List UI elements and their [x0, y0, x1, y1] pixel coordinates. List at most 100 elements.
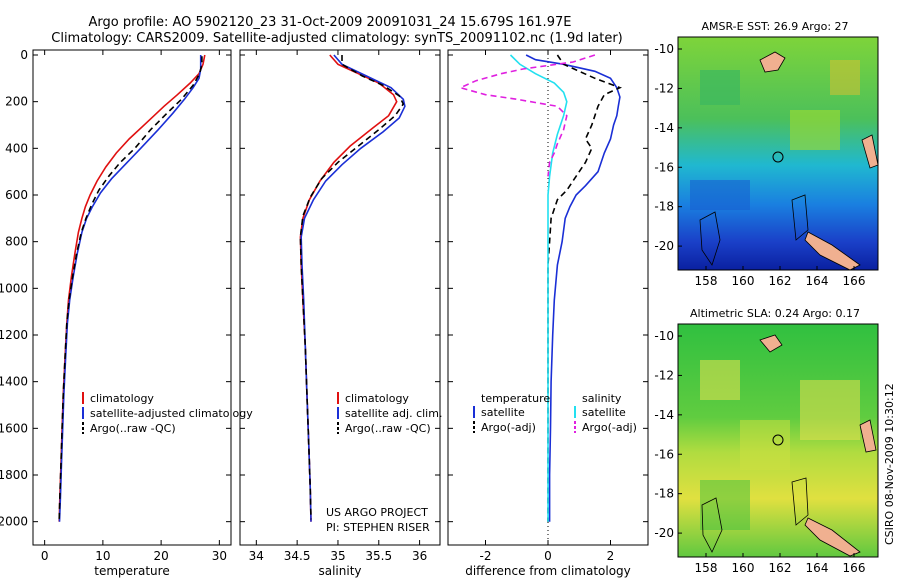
x-tick-label: -2 [480, 549, 492, 563]
map-x-tick-label: 158 [695, 274, 718, 288]
legend-label-sal-argo: Argo(-adj) [582, 421, 637, 434]
series-line-temperature-satellite [525, 54, 621, 522]
x-tick-label: 34.5 [284, 549, 311, 563]
map-y-tick-label: -10 [654, 42, 674, 56]
legend-label-temp-satellite: satellite [481, 406, 525, 419]
figure-title-line1: Argo profile: AO 5902120_23 31-Oct-2009 … [89, 15, 572, 30]
sla-map-title: Altimetric SLA: 0.24 Argo: 0.17 [690, 307, 860, 320]
y-tick-label: 2000 [0, 515, 28, 529]
bathymetry-contour [791, 194, 809, 241]
legend-header-temperature: temperature [481, 392, 550, 405]
bathymetry-contour [699, 211, 721, 266]
credit-text: CSIRO 08-Nov-2009 10:30:12 [883, 383, 896, 545]
series-line-satellite-adjusted-climatology [58, 55, 202, 522]
legend-label-argo: Argo(..raw -QC) [345, 422, 431, 435]
figure-title-line2: Climatology: CARS2009. Satellite-adjuste… [51, 31, 623, 46]
map-y-tick-label: -18 [654, 200, 674, 214]
map-x-tick-label: 158 [695, 561, 718, 575]
y-tick-label: 400 [5, 141, 28, 155]
map-y-tick-label: -16 [654, 447, 674, 461]
map-y-tick-label: -14 [654, 121, 674, 135]
map-x-tick-label: 160 [732, 274, 755, 288]
map-x-tick-label: 162 [769, 561, 792, 575]
series-line-argo-raw-qc- [299, 55, 405, 520]
map-y-tick-label: -20 [654, 526, 674, 540]
y-tick-label: 1600 [0, 421, 28, 435]
x-axis-label: salinity [318, 564, 361, 578]
land-shape [804, 517, 861, 557]
bathymetry-contour [701, 497, 723, 553]
y-tick-label: 600 [5, 188, 28, 202]
sla-patch [800, 380, 860, 440]
sst-map: AMSR-E SST: 26.9 Argo: 27 [677, 20, 879, 271]
sst-patch [830, 60, 860, 95]
sst-patch [790, 110, 840, 150]
sla-patch [700, 480, 750, 530]
y-tick-label: 1200 [0, 328, 28, 342]
legend-label-satellite: satellite adj. clim. [345, 407, 442, 420]
sst-patch [700, 70, 740, 105]
map-x-tick-label: 162 [769, 274, 792, 288]
map-y-tick-label: -14 [654, 408, 674, 422]
map-y-tick-label: -20 [654, 239, 674, 253]
series-line-salinity-satellite [509, 54, 568, 522]
project-annotation: US ARGO PROJECT [326, 506, 428, 519]
x-axis-label: difference from climatology [465, 564, 631, 578]
legend-header-salinity: salinity [582, 392, 622, 405]
map-y-tick-label: -12 [654, 81, 674, 95]
legend-label-climatology: climatology [90, 392, 154, 405]
x-tick-label: 0 [41, 549, 49, 563]
map-y-tick-label: -18 [654, 487, 674, 501]
map-x-tick-label: 166 [843, 274, 866, 288]
x-axis-label: temperature [94, 564, 169, 578]
salinity-legend: climatology satellite adj. clim. Argo(..… [326, 392, 442, 534]
map-x-tick-label: 160 [732, 561, 755, 575]
sst-patch [690, 180, 750, 210]
argo-location-marker [772, 151, 784, 163]
argo-location-marker [772, 434, 784, 446]
x-tick-label: 34 [249, 549, 264, 563]
x-tick-label: 36 [412, 549, 427, 563]
sla-map: Altimetric SLA: 0.24 Argo: 0.17 [677, 307, 879, 558]
map-y-tick-label: -12 [654, 368, 674, 382]
x-tick-label: 35.5 [365, 549, 392, 563]
legend-label-temp-argo: Argo(-adj) [481, 421, 536, 434]
y-tick-label: 800 [5, 235, 28, 249]
temperature-panel-frame [32, 49, 232, 546]
x-tick-label: 10 [95, 549, 110, 563]
y-tick-label: 200 [5, 95, 28, 109]
x-tick-label: 35 [330, 549, 345, 563]
legend-label-satellite: satellite-adjusted climatology [90, 407, 253, 420]
bathymetry-contour [791, 477, 809, 526]
y-tick-label: 1800 [0, 468, 28, 482]
temperature-chart: 0 10 20 30 temperature 0 200 400 600 800 1000 1200 1… [0, 48, 231, 578]
map-x-tick-label: 164 [806, 561, 829, 575]
map-x-tick-label: 166 [843, 561, 866, 575]
series-line-satellite-adj-clim- [300, 54, 406, 522]
difference-legend: temperature salinity satellite Argo(-adj… [473, 392, 637, 434]
sst-map-title: AMSR-E SST: 26.9 Argo: 27 [701, 20, 848, 33]
temperature-legend: climatology satellite-adjusted climatolo… [82, 392, 253, 435]
land-shape [759, 51, 786, 73]
x-tick-label: 2 [607, 549, 615, 563]
map-y-tick-label: -10 [654, 329, 674, 343]
sla-map-frame [677, 323, 879, 558]
series-line-argo-raw-qc- [58, 56, 203, 520]
land-shape [759, 334, 783, 353]
legend-label-sal-satellite: satellite [582, 406, 626, 419]
sst-map-frame [677, 36, 879, 271]
legend-label-argo: Argo(..raw -QC) [90, 422, 176, 435]
series-line-salinity-argo-adj- [458, 54, 596, 177]
sla-patch [740, 420, 790, 470]
map-y-tick-label: -16 [654, 160, 674, 174]
x-tick-label: 30 [212, 549, 227, 563]
pi-annotation: PI: STEPHEN RISER [326, 521, 430, 534]
y-tick-label: 0 [20, 48, 28, 62]
y-tick-label: 1400 [0, 375, 28, 389]
y-tick-label: 1000 [0, 281, 28, 295]
legend-label-climatology: climatology [345, 392, 409, 405]
map-ticks: -10 -12 -14 -16 -18 -20 158 160 162 164 166 -10 -12 -… [654, 42, 865, 575]
x-tick-label: 20 [153, 549, 168, 563]
x-tick-label: 0 [544, 549, 552, 563]
